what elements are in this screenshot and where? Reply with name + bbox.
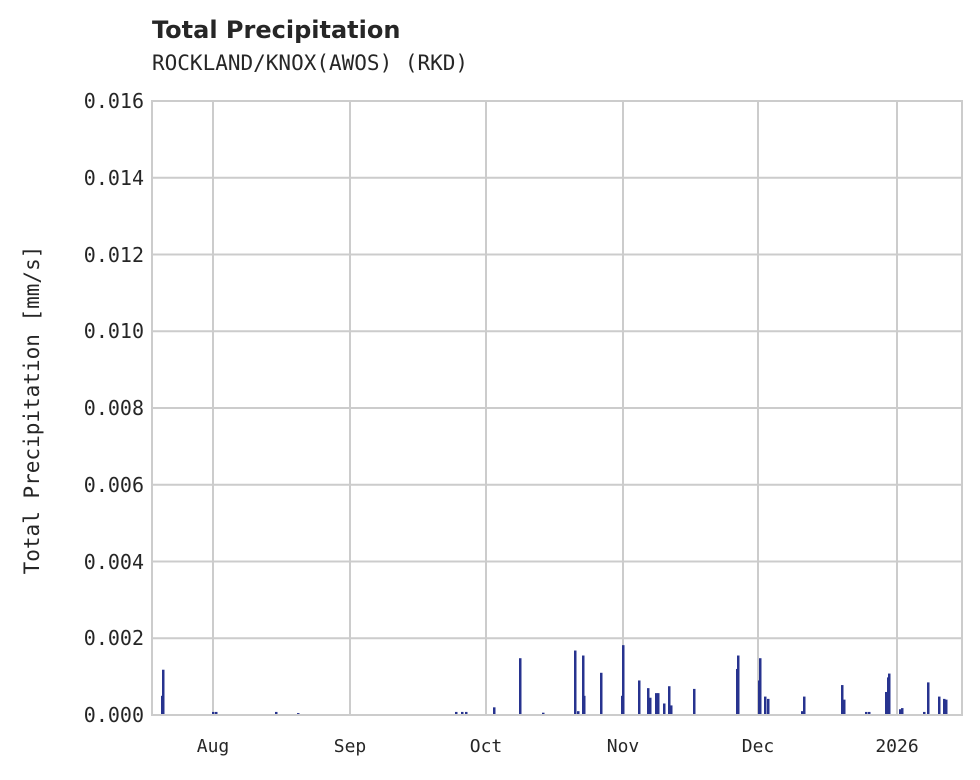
precip-bar (927, 682, 930, 715)
y-tick: 0.008 (83, 396, 144, 420)
precip-bar (943, 698, 946, 715)
precip-bar (759, 658, 762, 715)
precip-bar (945, 699, 948, 715)
x-tick: 2026 (875, 736, 919, 757)
precip-bar (801, 711, 804, 715)
precip-bar (465, 711, 468, 715)
precip-bar (901, 708, 904, 715)
precip-bar (647, 688, 650, 715)
precip-bar (162, 669, 165, 715)
precip-bar (888, 673, 891, 715)
y-tick: 0.002 (83, 626, 144, 650)
y-tick: 0.014 (83, 166, 144, 190)
precip-bar (455, 711, 458, 715)
y-tick: 0.016 (83, 89, 144, 113)
precip-bar (899, 709, 902, 715)
chart-title: Total Precipitation (152, 16, 401, 44)
precip-bar (655, 693, 658, 715)
plot-frame (151, 100, 963, 716)
chart-subtitle: ROCKLAND/KNOX(AWOS) (RKD) (152, 51, 469, 75)
precip-bar (583, 695, 586, 715)
x-tick: Oct (469, 736, 503, 757)
precip-bar (885, 691, 888, 715)
precipitation-bars (161, 645, 948, 715)
y-tick: 0.006 (83, 473, 144, 497)
precip-bar (923, 711, 926, 715)
precip-bar (638, 680, 641, 715)
precip-bar (577, 711, 580, 715)
precip-bar (670, 705, 673, 715)
precip-bar (843, 699, 846, 715)
precip-bar (737, 655, 740, 715)
x-tick: Nov (606, 736, 640, 757)
precip-bar (693, 688, 696, 715)
precip-bar (868, 711, 871, 715)
y-tick: 0.000 (83, 703, 144, 727)
x-tick: Sep (333, 736, 367, 757)
precip-bar (841, 685, 844, 715)
precip-bar (649, 697, 652, 715)
precip-bar (657, 693, 660, 715)
gridlines (152, 101, 962, 715)
precip-bar (663, 703, 666, 715)
precip-bar (767, 698, 770, 715)
y-tick: 0.010 (83, 319, 144, 343)
precip-bar (865, 711, 868, 715)
precip-bar (215, 711, 218, 715)
precip-bar (212, 711, 215, 715)
precip-bar (493, 707, 496, 715)
y-tick: 0.012 (83, 243, 144, 267)
precip-bar (600, 672, 603, 715)
precip-bar (461, 711, 464, 715)
precip-bar (803, 696, 806, 715)
precip-bar (938, 696, 941, 715)
precip-bar (764, 696, 767, 715)
precip-bar (574, 650, 577, 715)
precip-bar (542, 712, 545, 715)
x-tick: Dec (741, 736, 775, 757)
precip-bar (622, 645, 625, 715)
precip-bar (582, 655, 585, 715)
precip-bar (519, 658, 522, 715)
precip-bar (275, 711, 278, 715)
y-tick: 0.004 (83, 550, 144, 574)
x-tick: Aug (196, 736, 230, 757)
precip-bar (668, 686, 671, 715)
